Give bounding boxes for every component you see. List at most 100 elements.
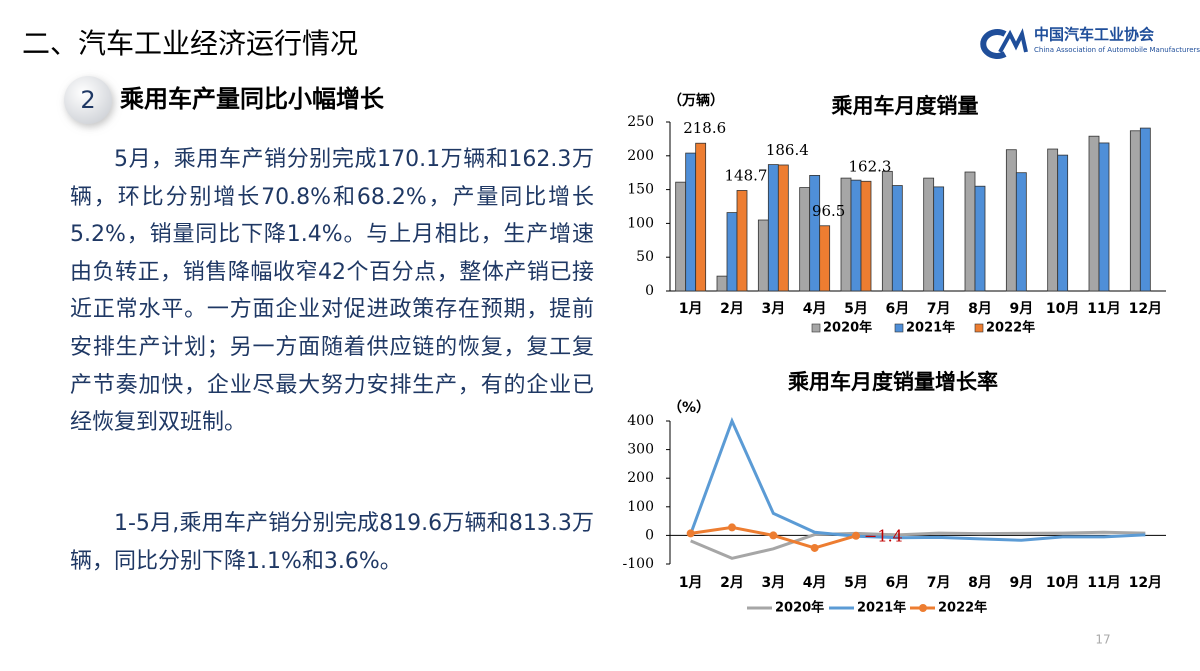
section-title: 乘用车产量同比小幅增长 <box>119 85 385 113</box>
bar <box>1129 130 1141 292</box>
y-tick-label: 400 <box>627 413 654 429</box>
x-tick-label: 1月 <box>679 301 703 317</box>
series-line <box>690 530 1146 560</box>
x-tick-label: 6月 <box>885 301 909 317</box>
series-line <box>689 417 1146 542</box>
data-label: −1.4 <box>864 526 903 545</box>
x-tick-label: 4月 <box>803 575 827 591</box>
legend-swatch <box>894 323 904 333</box>
x-tick-label: 1月 <box>679 575 703 591</box>
legend-label: 2022年 <box>938 600 987 616</box>
bar <box>819 225 831 292</box>
x-tick-label: 9月 <box>1009 575 1033 591</box>
x-tick-label: 7月 <box>927 301 951 317</box>
logo: 中国汽车工业协会 China Association of Automobile… <box>980 26 1200 59</box>
bar <box>757 219 769 292</box>
section-badge <box>64 76 112 124</box>
y-tick-label: 50 <box>636 249 654 265</box>
x-tick-label: 12月 <box>1129 575 1162 591</box>
data-label: 148.7 <box>725 166 768 184</box>
bar <box>767 164 779 292</box>
bar <box>1139 127 1151 292</box>
page-number: 17 <box>1095 633 1110 647</box>
y-tick-label: 200 <box>627 148 654 164</box>
data-label: 96.5 <box>812 202 845 220</box>
y-tick-label: 150 <box>627 182 654 198</box>
bar <box>1057 154 1069 292</box>
x-tick-label: 10月 <box>1046 301 1079 317</box>
x-tick-label: 10月 <box>1046 575 1079 591</box>
bar <box>1088 135 1100 292</box>
marker <box>686 529 695 538</box>
x-tick-label: 5月 <box>844 301 868 317</box>
section-number: 2 <box>80 86 95 114</box>
bar <box>716 275 728 292</box>
data-label: 162.3 <box>849 157 892 175</box>
legend-marker <box>919 604 927 612</box>
logo-cn: 中国汽车工业协会 <box>1034 26 1154 44</box>
bar <box>891 185 903 292</box>
logo-mark <box>980 29 1007 59</box>
x-tick-label: 9月 <box>1009 301 1033 317</box>
logo-mark-m <box>998 28 1028 53</box>
data-label: 218.6 <box>683 119 726 137</box>
bar <box>685 152 697 292</box>
bar <box>799 187 811 292</box>
x-tick-label: 5月 <box>844 575 868 591</box>
marker <box>810 543 819 552</box>
x-tick-label: 8月 <box>968 301 992 317</box>
y-tick-label: 0 <box>645 283 654 299</box>
y-axis-title: （%） <box>668 400 710 416</box>
x-tick-label: 12月 <box>1129 301 1162 317</box>
x-tick-label: 4月 <box>803 301 827 317</box>
paragraph: 1-5月,乘用车产销分别完成819.6万辆和813.3万辆，同比分别下降1.1%… <box>70 511 594 574</box>
chart-title: 乘用车月度销量 <box>831 94 979 118</box>
x-tick-label: 6月 <box>885 575 909 591</box>
data-label: 186.4 <box>766 141 809 159</box>
y-tick-label: 300 <box>627 442 654 458</box>
y-tick-label: 100 <box>627 215 654 231</box>
x-tick-label: 3月 <box>761 575 785 591</box>
bar <box>860 180 872 292</box>
paragraph: 5月，乘用车产销分别完成170.1万辆和162.3万辆，环比分别增长70.8%和… <box>70 147 594 436</box>
bar <box>726 212 738 292</box>
bar <box>850 179 862 292</box>
x-tick-label: 3月 <box>761 301 785 317</box>
bar <box>933 186 945 292</box>
marker <box>728 523 736 532</box>
legend-label: 2021年 <box>906 320 955 336</box>
bar <box>1098 142 1110 292</box>
chart-title: 乘用车月度销量增长率 <box>787 370 998 394</box>
legend-label: 2020年 <box>823 320 872 336</box>
x-tick-label: 8月 <box>968 575 992 591</box>
legend-swatch <box>811 323 821 333</box>
bar <box>1047 148 1059 292</box>
logo-en: China Association of Automobile Manufact… <box>1034 46 1200 54</box>
bar <box>881 170 893 292</box>
y-tick-label: 200 <box>627 470 654 486</box>
legend-label: 2020年 <box>775 600 824 616</box>
legend-label: 2022年 <box>986 320 1035 336</box>
slide-title: 二、汽车工业经济运行情况 <box>22 27 358 60</box>
bar <box>1015 172 1027 292</box>
y-tick-label: 0 <box>645 527 654 543</box>
legend-swatch <box>974 323 984 333</box>
x-tick-label: 2月 <box>720 301 744 317</box>
bar <box>840 177 852 292</box>
bar <box>736 190 748 292</box>
marker <box>852 531 860 540</box>
bar <box>809 175 821 292</box>
legend-label: 2021年 <box>857 600 906 616</box>
bar <box>964 171 976 292</box>
bar <box>974 185 986 292</box>
bar <box>1005 149 1017 292</box>
bar <box>675 181 687 292</box>
y-tick-label: -100 <box>623 556 654 572</box>
x-tick-label: 11月 <box>1087 575 1120 591</box>
x-tick-label: 11月 <box>1087 301 1120 317</box>
bar <box>923 177 935 292</box>
y-axis-title: （万辆） <box>668 92 724 109</box>
x-tick-label: 2月 <box>720 575 744 591</box>
bar <box>777 164 789 292</box>
